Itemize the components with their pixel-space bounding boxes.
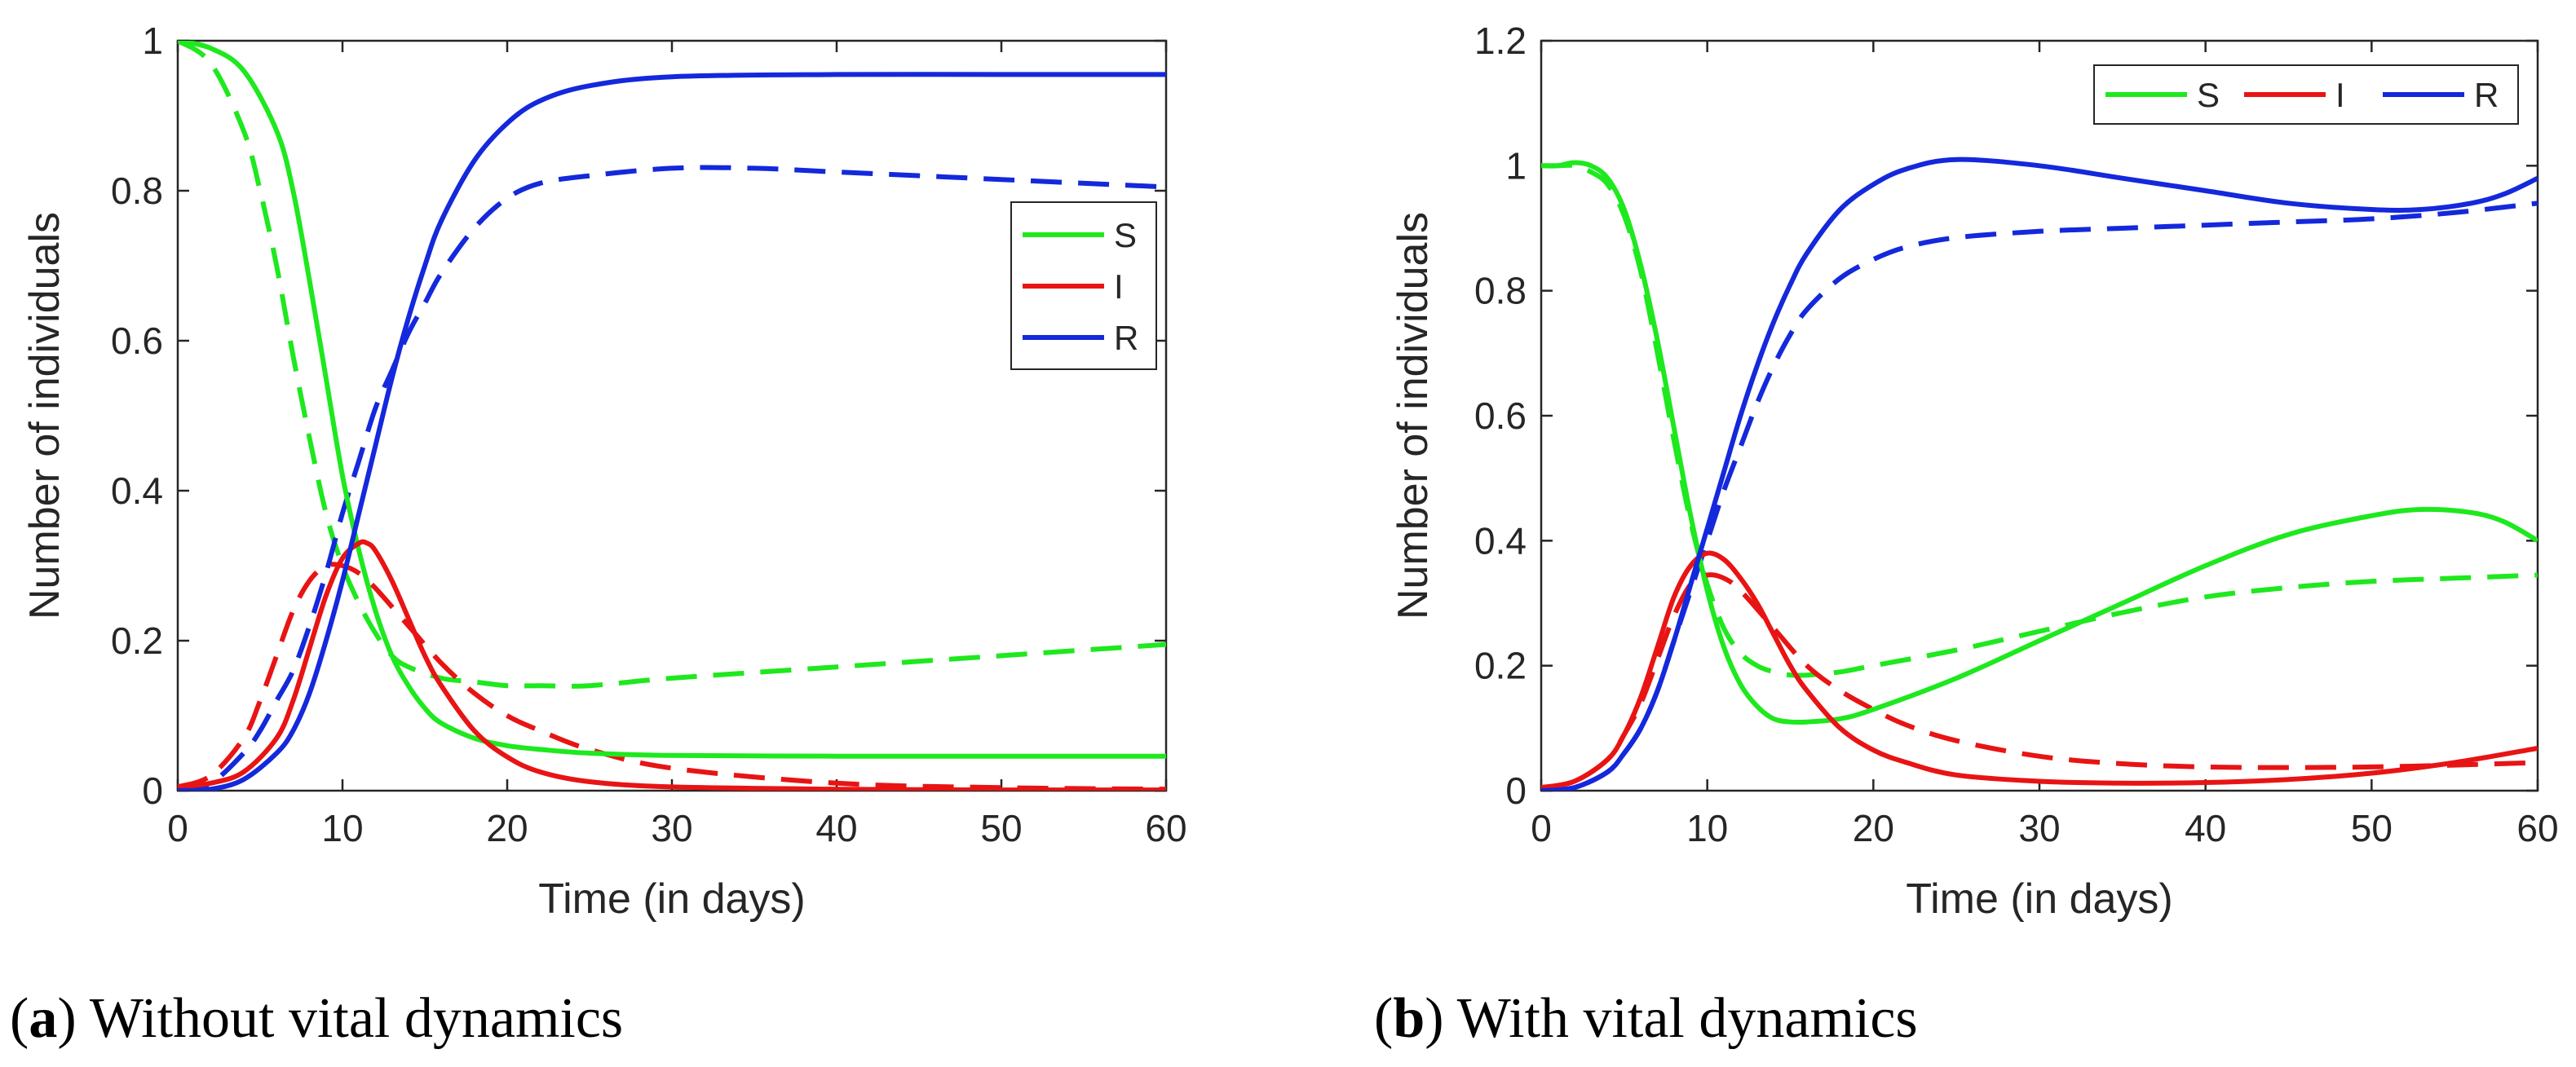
series-i-solid-line: [1541, 550, 2538, 791]
legend: SIR: [1010, 201, 1157, 370]
x-tick-label: 20: [486, 807, 528, 849]
caption-b: (b) With vital dynamics: [1374, 987, 1918, 1050]
x-axis-label: Time (in days): [1906, 875, 2172, 923]
x-tick-label: 10: [1686, 807, 1728, 849]
x-tick-label: 60: [2516, 807, 2558, 849]
x-tick-label: 30: [2018, 807, 2060, 849]
legend-label-s: S: [2197, 76, 2220, 114]
series-r-dashed-line: [1541, 201, 2538, 791]
caption-b-letter: b: [1393, 987, 1425, 1050]
y-tick-label: 1.2: [1474, 20, 1527, 62]
y-tick-label: 0.2: [1474, 645, 1527, 687]
caption-b-text: With vital dynamics: [1456, 987, 1918, 1050]
chart-panel-a: 0 10 20 30 40 50 60 0 0.2 0.4 0.6 0.8 1 Time (in days…: [21, 20, 1187, 923]
series-r-solid-line: [1541, 157, 2538, 791]
y-tick-label: 0: [142, 769, 163, 812]
legend-label-r: R: [2474, 76, 2499, 114]
x-tick-label: 20: [1853, 807, 1894, 849]
y-axis-label: Number of individuals: [21, 212, 68, 619]
x-tick-label: 50: [980, 807, 1022, 849]
y-tick-label: 0: [1505, 769, 1527, 812]
caption-a-letter: a: [29, 987, 58, 1050]
y-tick-label: 0.6: [111, 320, 163, 362]
x-tick-label: 30: [651, 807, 692, 849]
y-tick-label: 0.2: [111, 619, 163, 662]
x-tick-label: 40: [2185, 807, 2226, 849]
x-tick-label: 50: [2351, 807, 2393, 849]
x-axis-label: Time (in days): [538, 875, 805, 923]
series-s-solid-line: [1541, 160, 2538, 725]
x-tick-label: 40: [815, 807, 857, 849]
x-tick-label: 10: [321, 807, 363, 849]
plot-frame: [1540, 39, 2539, 792]
series-s-dashed-line: [1541, 162, 2538, 678]
series-i-solid-line: [178, 539, 1166, 791]
x-tick-label: 0: [1531, 807, 1552, 849]
y-tick-label: 0.4: [1474, 519, 1527, 562]
series-r-solid-line: [178, 72, 1166, 791]
caption-a: (a) Without vital dynamics: [10, 987, 624, 1050]
caption-a-text: Without vital dynamics: [89, 987, 624, 1050]
y-tick-label: 0.6: [1474, 395, 1527, 437]
y-tick-label: 0.8: [1474, 270, 1527, 312]
series-r-dashed-line: [178, 165, 1166, 791]
x-tick-label: 60: [1145, 807, 1186, 849]
series-i-dashed-line: [1541, 572, 2538, 791]
series-s-solid-line: [178, 41, 1166, 759]
x-tick-label: 0: [167, 807, 188, 849]
legend-label-i: I: [1114, 267, 1124, 306]
y-tick-label: 0.4: [111, 470, 163, 512]
legend-label-i: I: [2335, 76, 2345, 114]
y-axis-label: Number of individuals: [1390, 212, 1437, 619]
legend-label-s: S: [1114, 216, 1137, 254]
y-tick-label: 1: [1505, 144, 1527, 187]
y-tick-label: 0.8: [111, 170, 163, 212]
legend-label-r: R: [1114, 319, 1138, 357]
chart-panel-b: 0 10 20 30 40 50 60 0 0.2 0.4 0.6 0.8 1 1.2 Time (in d…: [1390, 20, 2559, 923]
y-tick-label: 1: [142, 20, 163, 62]
